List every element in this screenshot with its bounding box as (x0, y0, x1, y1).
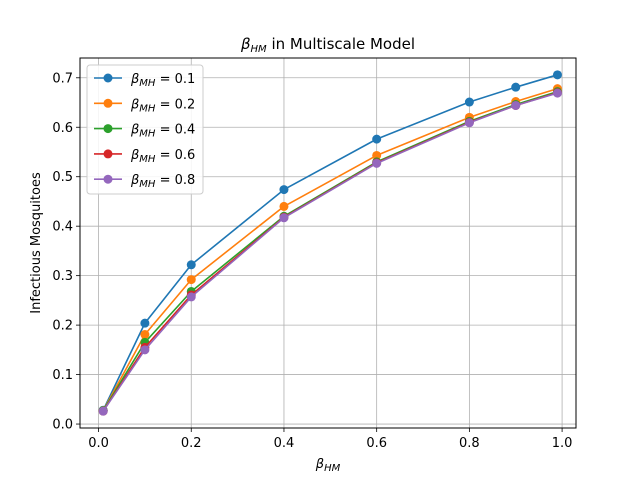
legend-item-1: βMH = 0.1 (94, 72, 195, 89)
data-point (186, 260, 196, 270)
data-point (98, 406, 108, 416)
y-tick-label: 0.3 (52, 269, 73, 284)
data-point (186, 292, 196, 302)
legend-item-3: βMH = 0.4 (94, 123, 195, 140)
x-tick-label: 0.0 (88, 436, 109, 451)
legend-marker (103, 149, 113, 159)
data-point (279, 213, 289, 223)
legend-item-2: βMH = 0.2 (94, 97, 195, 114)
legend-item-5: βMH = 0.8 (94, 173, 195, 190)
y-axis: 0.0 0.1 0.2 0.3 0.4 0.5 0.6 0.7 (52, 71, 80, 433)
legend-marker (103, 174, 113, 184)
chart-title: βHM in Multiscale Model (240, 35, 415, 55)
data-point (464, 97, 474, 107)
data-point (279, 201, 289, 211)
x-tick-label: 0.2 (181, 436, 202, 451)
data-point (140, 345, 150, 355)
data-point (140, 330, 150, 340)
x-tick-label: 0.8 (459, 436, 480, 451)
y-tick-label: 0.6 (52, 121, 73, 136)
series-line (102, 92, 558, 412)
data-point (552, 70, 562, 80)
data-point (140, 318, 150, 328)
legend-label: βMH = 0.8 (130, 173, 195, 190)
legend-label: βMH = 0.4 (130, 123, 195, 140)
series-5 (98, 88, 562, 416)
plot-frame (79, 57, 577, 429)
y-axis-label: Infectious Mosquitoes (29, 172, 44, 314)
y-tick-label: 0.0 (52, 418, 73, 433)
data-point (372, 150, 382, 160)
series-line (102, 87, 558, 412)
legend-box (86, 64, 204, 195)
x-tick-label: 0.4 (274, 436, 295, 451)
y-tick-label: 0.5 (52, 170, 73, 185)
data-point (552, 88, 562, 98)
legend-marker (103, 73, 113, 83)
legend-marker (103, 124, 113, 134)
legend-label: βMH = 0.1 (130, 72, 195, 89)
data-point (279, 185, 289, 195)
series-line (102, 90, 558, 412)
series-line (102, 74, 558, 411)
y-tick-label: 0.4 (52, 220, 73, 235)
legend-marker (103, 98, 113, 108)
x-tick-label: 0.6 (366, 436, 387, 451)
data-point (511, 100, 521, 110)
legend-label: βMH = 0.2 (130, 97, 195, 114)
data-point (464, 118, 474, 128)
x-tick-label: 1.0 (552, 436, 573, 451)
x-axis: 0.0 0.2 0.4 0.6 0.8 1.0 (88, 428, 572, 451)
y-tick-label: 0.2 (52, 319, 73, 334)
x-axis-label: βHM (315, 457, 341, 474)
data-point (511, 82, 521, 92)
data-point (372, 158, 382, 168)
legend-item-4: βMH = 0.6 (94, 148, 195, 165)
data-point (186, 275, 196, 285)
y-tick-label: 0.7 (52, 71, 73, 86)
y-tick-label: 0.1 (52, 368, 73, 383)
legend: βMH = 0.1 βMH = 0.2 βMH = 0.4 βMH = 0.6 βMH … (86, 64, 204, 195)
series-layer (98, 70, 562, 416)
legend-label: βMH = 0.6 (130, 148, 195, 165)
data-point (372, 134, 382, 144)
